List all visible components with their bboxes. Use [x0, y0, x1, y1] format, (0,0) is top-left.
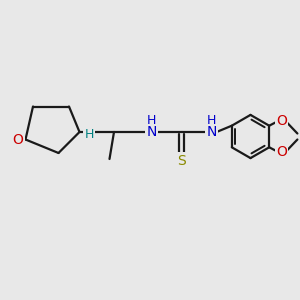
Text: H: H — [147, 114, 156, 127]
Text: O: O — [276, 114, 287, 128]
Text: O: O — [13, 133, 23, 146]
Text: N: N — [146, 125, 157, 139]
Text: O: O — [276, 145, 287, 159]
Text: S: S — [177, 154, 186, 167]
Text: N: N — [206, 125, 217, 139]
Text: H: H — [84, 128, 94, 142]
Text: H: H — [207, 114, 216, 127]
